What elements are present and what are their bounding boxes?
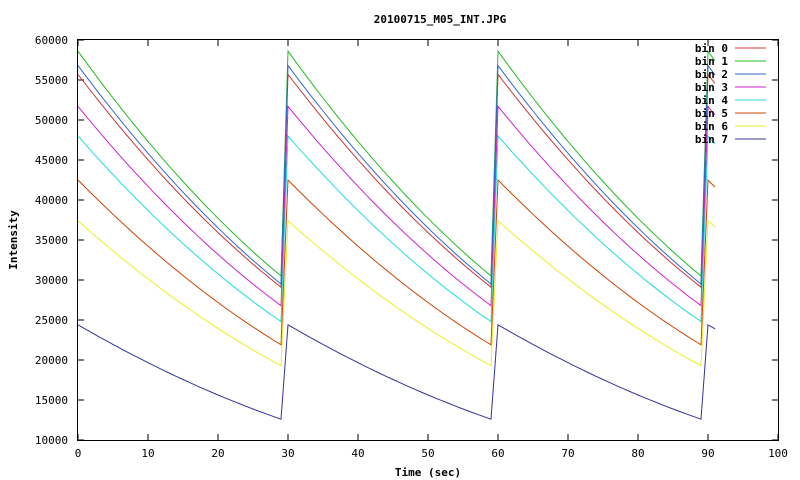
x-tick-label: 60 xyxy=(491,447,504,460)
series-line-bin-1 xyxy=(77,49,716,278)
legend-label-bin-6: bin 6 xyxy=(695,120,728,133)
x-tick-label: 80 xyxy=(631,447,644,460)
series-line-bin-3 xyxy=(77,105,716,307)
y-tick-label: 45000 xyxy=(35,154,68,167)
x-tick-label: 30 xyxy=(281,447,294,460)
series-line-bin-2 xyxy=(77,64,716,286)
series-line-bin-7 xyxy=(77,323,716,420)
y-tick-label: 35000 xyxy=(35,234,68,247)
series-line-bin-6 xyxy=(77,219,716,367)
x-tick-label: 10 xyxy=(141,447,154,460)
y-tick-label: 15000 xyxy=(35,394,68,407)
y-tick-label: 60000 xyxy=(35,34,68,47)
x-tick-label: 0 xyxy=(75,447,82,460)
x-tick-label: 70 xyxy=(561,447,574,460)
x-tick-label: 90 xyxy=(701,447,714,460)
y-tick-label: 20000 xyxy=(35,354,68,367)
plot-area-frame xyxy=(77,39,779,441)
y-tick-label: 30000 xyxy=(35,274,68,287)
y-tick-label: 50000 xyxy=(35,114,68,127)
legend-label-bin-2: bin 2 xyxy=(695,68,728,81)
legend-label-bin-5: bin 5 xyxy=(695,107,728,120)
y-axis-label: Intensity xyxy=(7,210,20,270)
legend-label-bin-4: bin 4 xyxy=(695,94,728,107)
y-tick-label: 55000 xyxy=(35,74,68,87)
series-lines xyxy=(77,49,716,420)
legend-label-bin-3: bin 3 xyxy=(695,81,728,94)
y-tick-label: 10000 xyxy=(35,434,68,447)
legend-label-bin-1: bin 1 xyxy=(695,55,728,68)
legend-label-bin-7: bin 7 xyxy=(695,133,728,146)
x-tick-label: 40 xyxy=(351,447,364,460)
y-axis: 10000 15000 20000 25000 30000 35000 40000 45000… xyxy=(35,34,778,447)
y-tick-label: 40000 xyxy=(35,194,68,207)
x-axis-label: Time (sec) xyxy=(395,466,461,479)
series-line-bin-4 xyxy=(77,134,716,323)
x-axis: 0 10 20 30 40 50 60 70 80 90 100 xyxy=(75,40,788,460)
series-line-bin-0 xyxy=(77,72,716,289)
y-tick-label: 25000 xyxy=(35,314,68,327)
x-tick-label: 100 xyxy=(768,447,788,460)
x-tick-label: 50 xyxy=(421,447,434,460)
chart-title: 20100715_M05_INT.JPG xyxy=(374,13,507,26)
series-line-bin-5 xyxy=(77,178,716,346)
x-tick-label: 20 xyxy=(211,447,224,460)
legend-label-bin-0: bin 0 xyxy=(695,42,728,55)
